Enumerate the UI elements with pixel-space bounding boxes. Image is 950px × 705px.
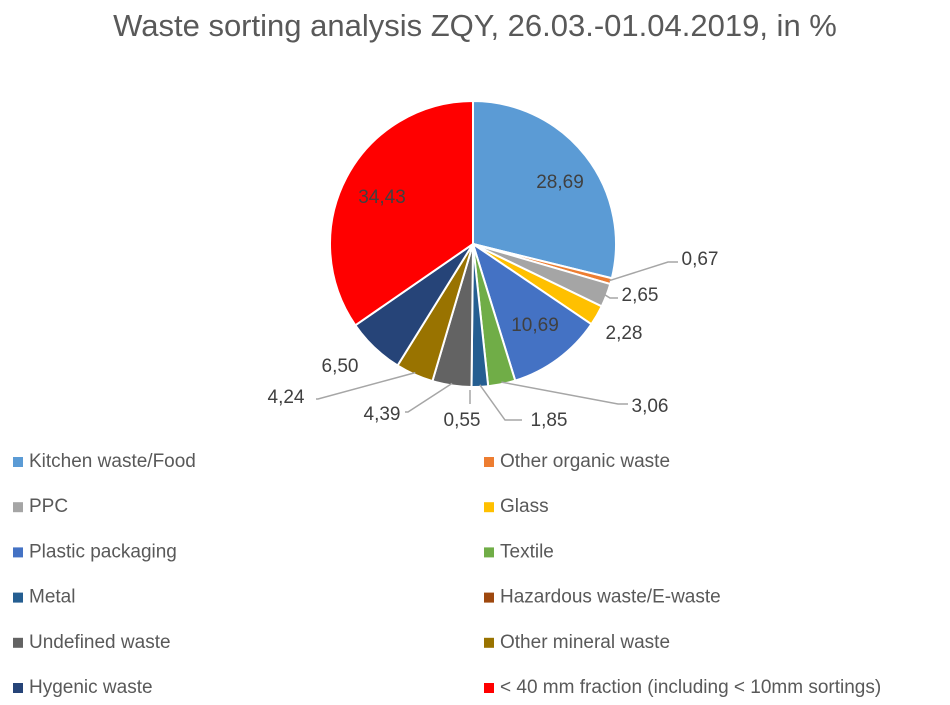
data-label-8: 4,39 [364,404,401,425]
data-label-9: 4,24 [268,387,305,408]
data-label-0: 28,69 [536,172,584,193]
data-label-1: 0,67 [682,249,719,270]
data-label-3: 2,28 [606,323,643,344]
legend-label-7: Hazardous waste/E-waste [500,587,721,608]
legend-label-9: Other mineral waste [500,632,670,653]
legend-label-4: Plastic packaging [29,541,177,562]
legend-label-11: < 40 mm fraction (including < 10mm sorti… [500,677,881,698]
legend-label-3: Glass [500,496,549,517]
leader-line-2 [604,294,618,299]
data-label-11: 34,43 [358,187,406,208]
data-label-4: 10,69 [511,315,559,336]
legend-swatch-4 [13,547,23,558]
leader-line-8 [405,382,453,413]
pie-slice-4 [471,241,593,382]
pie-slice-0 [472,99,617,280]
legend-label-8: Undefined waste [29,632,171,653]
leader-line-5 [501,381,628,405]
leader-line-6 [479,384,522,421]
legend-swatch-0 [13,457,23,467]
legend-swatch-6 [13,592,23,603]
legend-swatch-9 [484,637,494,648]
legend-swatch-2 [13,502,23,513]
legend-swatch-3 [484,502,494,513]
legend-swatch-11 [484,683,494,693]
legend-swatch-10 [13,683,23,693]
chart-title: Waste sorting analysis ZQY, 26.03.-01.04… [113,8,837,43]
leader-line-9 [316,371,416,400]
legend-swatch-5 [484,547,494,558]
legend-label-0: Kitchen waste/Food [29,451,196,472]
data-label-extra: 0,55 [444,410,481,431]
legend: Kitchen waste/Food Other organic waste PPC… [13,451,881,698]
data-label-5: 3,06 [632,396,669,417]
data-label-10: 6,50 [322,356,359,377]
legend-label-2: PPC [29,496,68,517]
pie-slice-11 [329,99,474,327]
pie-slices [329,99,617,389]
data-label-6: 1,85 [531,410,568,431]
legend-label-10: Hygenic waste [29,677,153,698]
legend-swatch-7 [484,592,494,603]
leader-lines [316,261,678,421]
data-labels: 28,69 0,67 2,65 2,28 10,69 3,06 1,85 4,39 4,24 6,… [268,172,719,431]
legend-swatch-8 [13,637,23,648]
legend-label-1: Other organic waste [500,451,670,472]
legend-label-5: Textile [500,541,554,562]
legend-swatch-1 [484,457,494,467]
data-label-2: 2,65 [622,285,659,306]
leader-line-1 [608,261,678,282]
legend-label-6: Metal [29,587,75,608]
